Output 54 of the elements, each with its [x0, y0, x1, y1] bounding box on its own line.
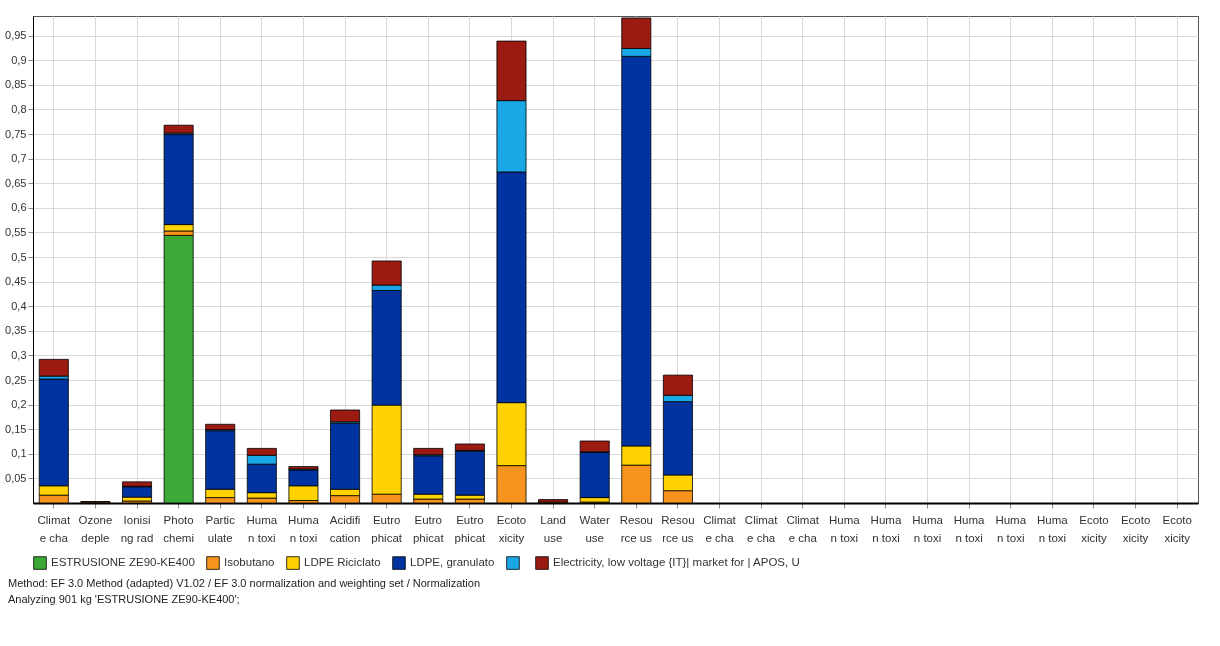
y-tick-label: 0,95 [5, 29, 27, 42]
legend-label: ESTRUSIONE ZE90-KE400 [51, 556, 195, 569]
y-tick-label: 0,7 [11, 152, 27, 165]
x-tick-label: Eutro phicat [454, 513, 487, 544]
y-tick-label: 0,25 [5, 373, 27, 386]
y-tick-label: 0,5 [11, 250, 27, 263]
text: Analyzing 901 kg 'ESTRUSIONE ZE90-KE400'; [8, 592, 241, 607]
x-tick-label: Resou rce us [661, 513, 695, 544]
legend-label: LDPE Riciclato [304, 556, 381, 569]
y-tick-label: 0,6 [11, 201, 27, 214]
legend-label: LDPE, granulato [410, 556, 495, 569]
y-tick-label: 0,9 [11, 53, 27, 66]
y-tick-label: 0,15 [5, 422, 27, 435]
x-tick-label: Huma n toxi [995, 513, 1027, 544]
x-tick-label: Ecoto xicity [496, 513, 527, 544]
x-tick-label: Climat e cha [744, 513, 779, 544]
x-tick-label: Huma n toxi [288, 513, 320, 544]
y-tick-label: 0,05 [5, 471, 27, 484]
legend-label: Electricity, low voltage {IT}| market for | APOS, U [553, 556, 800, 569]
legend-label: Isobutano [224, 556, 275, 569]
x-tick-label: Photo chemi [163, 513, 194, 544]
y-tick-label: 0,3 [11, 348, 27, 361]
x-tick-label: Resou rce us [619, 513, 653, 544]
x-tick-label: Ionisi ng rad [120, 513, 154, 544]
y-tick-label: 0,45 [5, 275, 27, 288]
x-tick-label: Land use [540, 513, 566, 544]
text: Method: EF 3.0 Method (adapted) V1.02 / EF 3.0 normalization and weighting set / Normalization [8, 576, 482, 591]
y-tick-label: 0,85 [5, 78, 27, 91]
x-tick-label: Huma n toxi [829, 513, 861, 544]
x-tick-label: Acidifi cation [329, 513, 361, 544]
y-tick-label: 0,35 [5, 324, 27, 337]
x-tick-label: Huma n toxi [246, 513, 278, 544]
y-tick-label: 0,1 [11, 447, 27, 460]
y-tick-label: 0,2 [11, 398, 27, 411]
x-tick-label: Ecoto xicity [1120, 513, 1151, 544]
y-tick-label: 0,75 [5, 127, 27, 140]
x-tick-label: Huma n toxi [912, 513, 944, 544]
x-tick-label: Water use [579, 513, 610, 544]
x-tick-label: Eutro phicat [412, 513, 445, 544]
y-tick-label: 0,65 [5, 176, 27, 189]
y-tick-label: 0,55 [5, 225, 27, 238]
x-tick-label: Eutro phicat [371, 513, 403, 544]
x-tick-label: Ecoto xicity [1162, 513, 1192, 544]
y-tick-label: 0,8 [11, 102, 27, 115]
x-tick-label: Partic ulate [205, 513, 236, 544]
x-tick-label: Huma n toxi [870, 513, 902, 544]
x-tick-label: Ozone deple [78, 513, 113, 544]
x-tick-label: Ecoto xicity [1079, 513, 1109, 544]
x-tick-label: Climat e cha [786, 513, 820, 544]
y-tick-label: 0,4 [11, 299, 27, 312]
x-tick-label: Climat e cha [37, 513, 71, 544]
x-tick-label: Huma n toxi [1037, 513, 1069, 544]
x-tick-label: Climat e cha [703, 513, 737, 544]
x-tick-label: Huma n toxi [953, 513, 986, 544]
